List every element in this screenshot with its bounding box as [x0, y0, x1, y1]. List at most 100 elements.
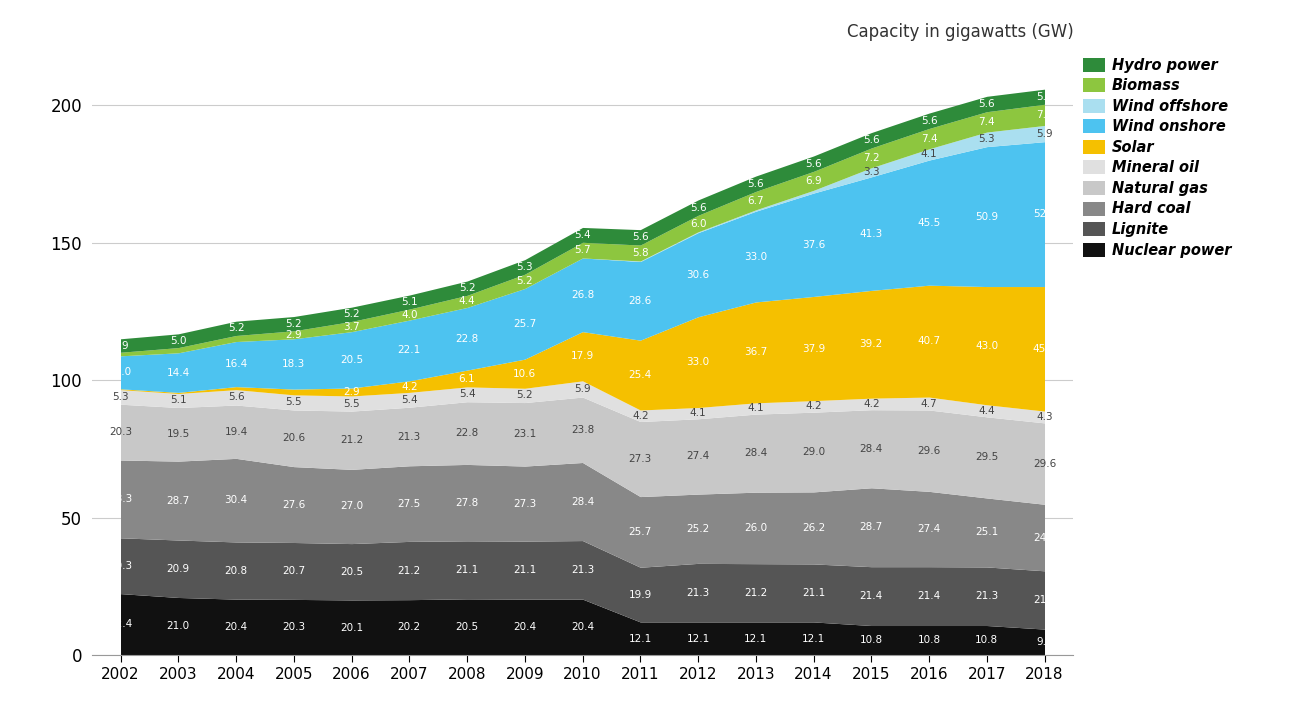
- Text: 43.0: 43.0: [975, 341, 999, 351]
- Text: 22.8: 22.8: [456, 428, 479, 438]
- Text: 20.4: 20.4: [224, 622, 247, 632]
- Text: 5.4: 5.4: [401, 395, 418, 405]
- Text: 17.9: 17.9: [571, 351, 594, 361]
- Text: 20.6: 20.6: [283, 433, 305, 444]
- Text: 4.2: 4.2: [863, 399, 880, 409]
- Text: 45.5: 45.5: [918, 217, 941, 228]
- Text: 4.2: 4.2: [632, 410, 648, 420]
- Text: 12.1: 12.1: [802, 634, 825, 644]
- Text: 27.3: 27.3: [513, 498, 537, 508]
- Text: 5.2: 5.2: [343, 310, 360, 319]
- Text: 21.4: 21.4: [860, 591, 882, 601]
- Text: 12.1: 12.1: [744, 634, 767, 644]
- Text: 19.9: 19.9: [628, 590, 652, 600]
- Text: 5.6: 5.6: [920, 116, 937, 126]
- Text: 19.5: 19.5: [166, 429, 190, 439]
- Text: 28.4: 28.4: [744, 448, 767, 458]
- Text: 26.0: 26.0: [745, 523, 767, 533]
- Text: 27.6: 27.6: [283, 500, 305, 510]
- Text: 5.5: 5.5: [285, 397, 302, 408]
- Text: 5.5: 5.5: [1037, 91, 1052, 102]
- Text: 27.4: 27.4: [686, 451, 709, 462]
- Text: 20.8: 20.8: [224, 565, 247, 575]
- Text: 25.7: 25.7: [628, 527, 652, 537]
- Text: 10.8: 10.8: [918, 635, 941, 645]
- Text: 4.1: 4.1: [747, 403, 764, 413]
- Text: 6.7: 6.7: [747, 196, 764, 206]
- Text: 5.2: 5.2: [517, 276, 533, 287]
- Text: 27.5: 27.5: [398, 498, 421, 508]
- Text: 39.2: 39.2: [860, 339, 882, 349]
- Text: 37.9: 37.9: [802, 343, 825, 354]
- Text: 4.4: 4.4: [458, 297, 475, 307]
- Text: 6.1: 6.1: [458, 374, 475, 384]
- Text: 28.4: 28.4: [860, 444, 882, 454]
- Text: 5.6: 5.6: [690, 202, 707, 212]
- Text: 21.0: 21.0: [166, 621, 190, 631]
- Text: 2.9: 2.9: [285, 330, 302, 340]
- Text: 25.4: 25.4: [628, 370, 652, 380]
- Text: 21.1: 21.1: [802, 588, 825, 598]
- Text: 33.0: 33.0: [686, 357, 709, 367]
- Text: 21.2: 21.2: [340, 435, 363, 445]
- Text: 10.8: 10.8: [975, 635, 999, 645]
- Text: 5.3: 5.3: [113, 392, 128, 402]
- Text: 5.1: 5.1: [170, 395, 187, 405]
- Text: 29.0: 29.0: [802, 447, 825, 457]
- Text: 41.3: 41.3: [860, 229, 882, 238]
- Text: 5.0: 5.0: [170, 336, 186, 346]
- Text: 22.1: 22.1: [398, 346, 421, 356]
- Text: 50.9: 50.9: [975, 212, 999, 222]
- Text: 10.6: 10.6: [513, 369, 537, 379]
- Text: 4.1: 4.1: [690, 408, 707, 418]
- Text: 24.2: 24.2: [1033, 533, 1056, 543]
- Text: 5.8: 5.8: [632, 248, 648, 258]
- Text: 3.3: 3.3: [863, 167, 880, 177]
- Text: 20.3: 20.3: [109, 561, 132, 571]
- Text: 5.9: 5.9: [575, 384, 590, 394]
- Text: 29.5: 29.5: [975, 452, 999, 462]
- Text: 21.3: 21.3: [975, 591, 999, 601]
- Text: 20.5: 20.5: [340, 567, 363, 577]
- Text: 26.8: 26.8: [571, 289, 594, 300]
- Text: 25.1: 25.1: [975, 528, 999, 537]
- Text: 4.9: 4.9: [113, 341, 128, 351]
- Text: 20.5: 20.5: [456, 622, 479, 632]
- Text: 20.3: 20.3: [109, 427, 132, 437]
- Text: 20.1: 20.1: [340, 623, 363, 633]
- Text: 30.6: 30.6: [686, 270, 709, 280]
- Text: 21.1: 21.1: [513, 565, 537, 575]
- Text: 2.9: 2.9: [343, 387, 360, 397]
- Text: 4.2: 4.2: [401, 382, 418, 392]
- Text: 7.4: 7.4: [920, 134, 937, 144]
- Text: 5.2: 5.2: [517, 390, 533, 400]
- Text: 4.3: 4.3: [1037, 412, 1052, 422]
- Text: 21.3: 21.3: [686, 588, 709, 598]
- Text: 30.4: 30.4: [224, 495, 247, 505]
- Text: 20.4: 20.4: [513, 622, 537, 632]
- Text: 5.6: 5.6: [632, 233, 648, 243]
- Text: 20.2: 20.2: [398, 622, 420, 632]
- Text: 5.6: 5.6: [228, 392, 245, 402]
- Text: 7.7: 7.7: [1037, 110, 1052, 120]
- Text: 18.3: 18.3: [283, 359, 305, 369]
- Text: 20.5: 20.5: [340, 355, 363, 365]
- Text: 28.3: 28.3: [109, 494, 132, 504]
- Text: 5.2: 5.2: [285, 319, 302, 328]
- Text: 10.8: 10.8: [860, 635, 882, 645]
- Text: 5.7: 5.7: [575, 245, 590, 255]
- Text: 5.4: 5.4: [458, 390, 475, 400]
- Text: 12.0: 12.0: [109, 367, 132, 377]
- Text: 4.4: 4.4: [978, 406, 995, 416]
- Text: 27.0: 27.0: [340, 501, 363, 511]
- Text: 5.6: 5.6: [863, 135, 880, 145]
- Text: 4.0: 4.0: [401, 310, 418, 320]
- Text: 27.8: 27.8: [456, 498, 479, 508]
- Text: 29.6: 29.6: [1033, 459, 1056, 469]
- Text: 16.4: 16.4: [224, 359, 247, 369]
- Text: 21.2: 21.2: [1033, 595, 1056, 605]
- Text: 20.7: 20.7: [283, 566, 305, 576]
- Text: 28.7: 28.7: [166, 495, 190, 505]
- Text: 52.7: 52.7: [1033, 209, 1056, 219]
- Text: 28.7: 28.7: [860, 522, 882, 532]
